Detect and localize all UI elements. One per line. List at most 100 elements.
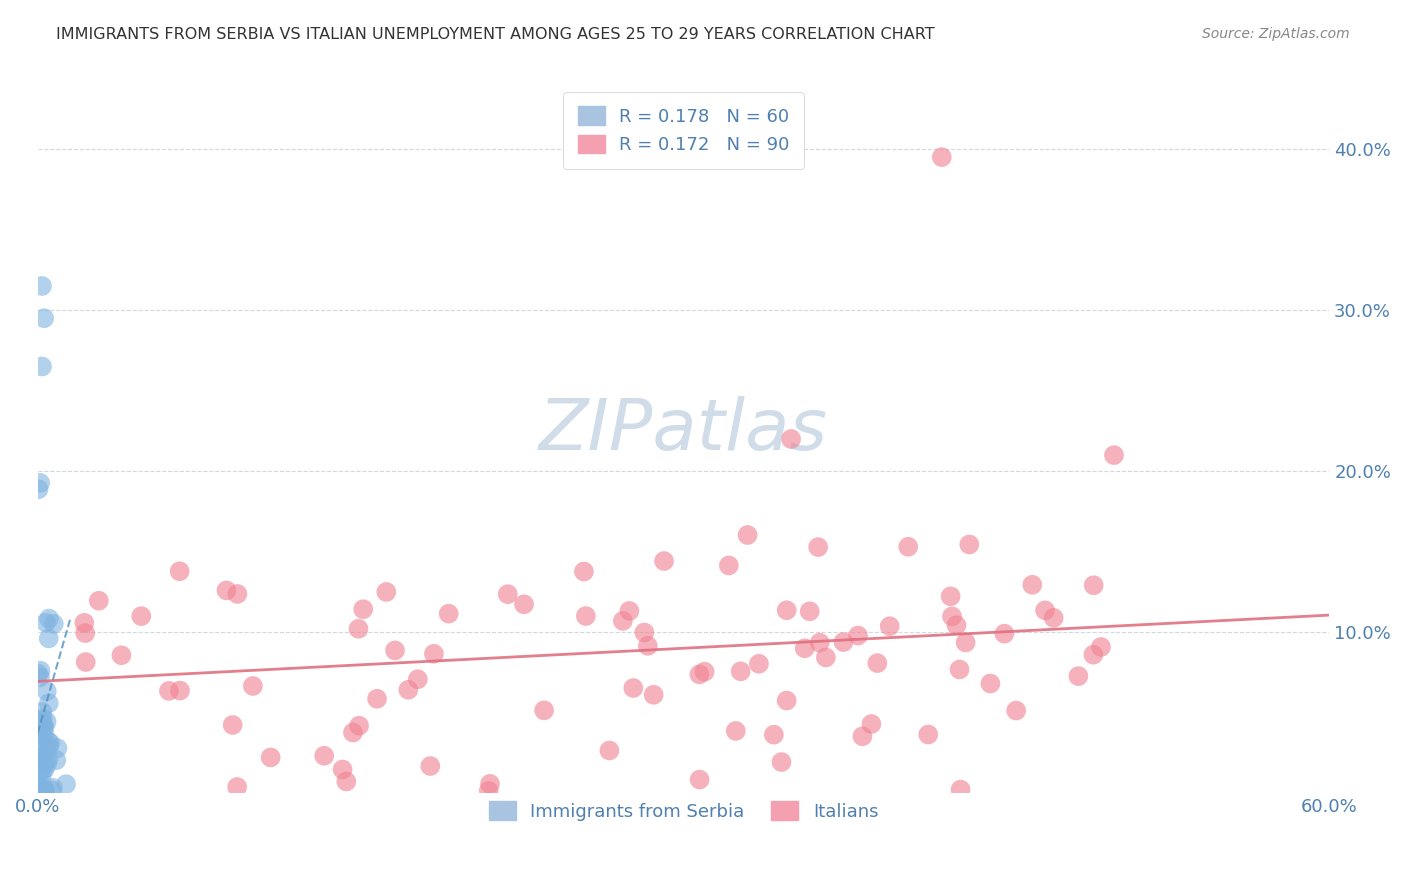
Point: [342, 725, 364, 739]
Point: [866, 656, 889, 670]
Point: [32, 757, 55, 772]
Point: [55, 777, 77, 791]
Point: [215, 583, 238, 598]
Point: [939, 589, 962, 603]
Point: [724, 723, 747, 738]
Point: [860, 717, 883, 731]
Point: [30, 784, 52, 798]
Point: [28, 720, 51, 734]
Point: [406, 672, 429, 686]
Point: [375, 585, 398, 599]
Point: [31, 771, 53, 785]
Point: [28, 780, 51, 795]
Point: [846, 629, 869, 643]
Point: [366, 691, 388, 706]
Point: [730, 665, 752, 679]
Point: [30, 757, 52, 772]
Point: [814, 650, 837, 665]
Point: [941, 609, 963, 624]
Point: [34, 721, 56, 735]
Point: [496, 587, 519, 601]
Point: [949, 782, 972, 797]
Point: [32, 727, 55, 741]
Text: ZIPatlas: ZIPatlas: [538, 396, 828, 466]
Point: [335, 774, 357, 789]
Point: [39, 736, 62, 750]
Point: [28, 754, 51, 768]
Point: [352, 602, 374, 616]
Point: [832, 635, 855, 649]
Point: [30, 664, 52, 678]
Point: [35, 714, 58, 729]
Point: [38, 632, 60, 646]
Point: [851, 729, 873, 743]
Point: [1083, 648, 1105, 662]
Point: [46, 741, 69, 756]
Point: [1005, 704, 1028, 718]
Point: [31, 711, 53, 725]
Point: [533, 703, 555, 717]
Point: [955, 635, 977, 649]
Legend: Immigrants from Serbia, Italians: Immigrants from Serbia, Italians: [474, 787, 893, 835]
Point: [28, 780, 51, 794]
Point: [38, 696, 60, 710]
Point: [42, 780, 65, 795]
Point: [30, 757, 52, 772]
Point: [35, 684, 58, 698]
Point: [396, 682, 419, 697]
Point: [384, 643, 406, 657]
Point: [157, 684, 180, 698]
Point: [73, 615, 96, 630]
Point: [423, 647, 446, 661]
Point: [513, 597, 536, 611]
Point: [28, 749, 51, 764]
Point: [31, 705, 53, 719]
Point: [226, 587, 249, 601]
Point: [957, 537, 980, 551]
Point: [688, 667, 710, 681]
Point: [242, 679, 264, 693]
Point: [775, 693, 797, 707]
Point: [332, 763, 354, 777]
Point: [30, 782, 52, 797]
Point: [621, 681, 644, 695]
Point: [572, 565, 595, 579]
Point: [637, 639, 659, 653]
Point: [31, 359, 53, 374]
Point: [717, 558, 740, 573]
Point: [737, 528, 759, 542]
Point: [478, 784, 501, 798]
Point: [689, 772, 711, 787]
Point: [32, 719, 55, 733]
Point: [807, 540, 830, 554]
Point: [28, 715, 51, 730]
Point: [35, 743, 58, 757]
Point: [27, 729, 49, 743]
Point: [808, 636, 831, 650]
Point: [347, 719, 370, 733]
Point: [31, 783, 53, 797]
Text: Source: ZipAtlas.com: Source: ZipAtlas.com: [1202, 27, 1350, 41]
Point: [879, 619, 901, 633]
Point: [42, 616, 65, 631]
Point: [30, 751, 52, 765]
Point: [1083, 578, 1105, 592]
Point: [776, 603, 799, 617]
Point: [34, 783, 56, 797]
Point: [770, 755, 793, 769]
Point: [993, 626, 1015, 640]
Point: [693, 665, 716, 679]
Point: [226, 780, 249, 794]
Point: [34, 762, 56, 776]
Point: [28, 670, 51, 684]
Point: [41, 783, 63, 797]
Point: [643, 688, 665, 702]
Point: [31, 279, 53, 293]
Point: [27, 753, 49, 767]
Point: [347, 622, 370, 636]
Point: [799, 604, 821, 618]
Point: [37, 734, 59, 748]
Point: [30, 713, 52, 727]
Text: IMMIGRANTS FROM SERBIA VS ITALIAN UNEMPLOYMENT AMONG AGES 25 TO 29 YEARS CORRELA: IMMIGRANTS FROM SERBIA VS ITALIAN UNEMPL…: [56, 27, 935, 42]
Point: [931, 150, 953, 164]
